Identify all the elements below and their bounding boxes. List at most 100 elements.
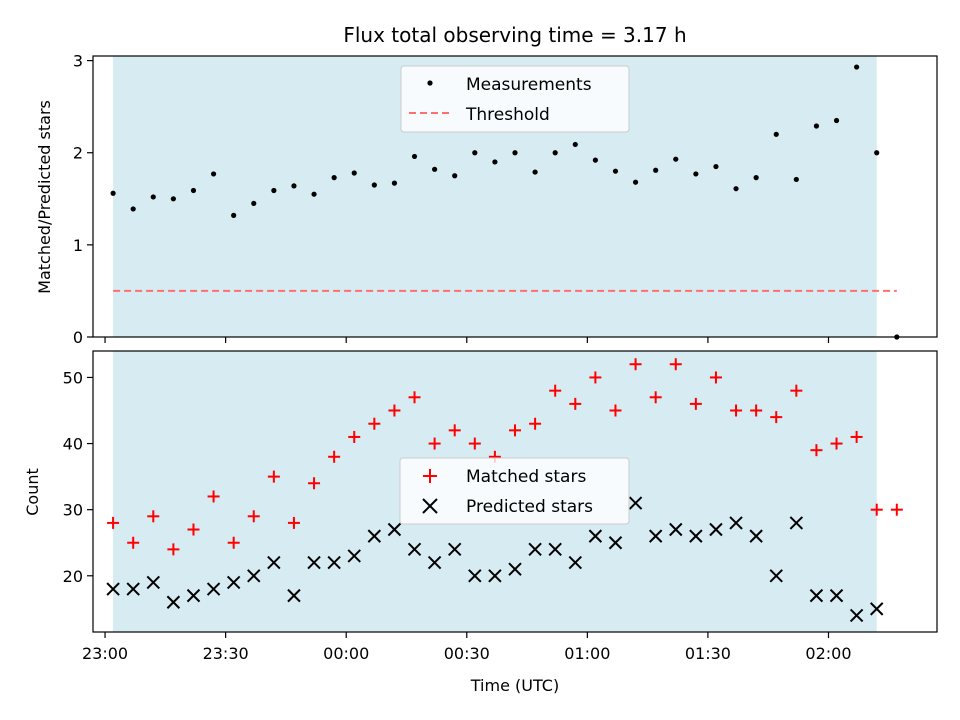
matched-star-point: [267, 470, 280, 483]
matched-star-point: [850, 430, 863, 443]
predicted-star-point: [247, 569, 261, 583]
measurement-point: [170, 196, 176, 202]
measurement-point: [271, 187, 277, 194]
measurement-point: [813, 123, 820, 129]
top-y-axis-label: Matched/Predicted stars: [35, 100, 54, 294]
measurement-point: [512, 150, 518, 156]
measurement-point: [472, 150, 478, 156]
matched-star-point: [348, 430, 361, 443]
predicted-star-point: [407, 542, 422, 557]
predicted-star-point: [287, 588, 301, 603]
predicted-star-point: [809, 588, 824, 603]
predicted-star-point: [267, 555, 281, 570]
matched-star-point: [770, 411, 783, 424]
bottom-legend-box: [399, 457, 630, 525]
measurement-point: [552, 150, 558, 156]
x-tick-label: 00:30: [444, 644, 490, 663]
matched-star-point: [509, 424, 521, 437]
legend-predicted-marker: [422, 498, 438, 514]
measurement-point: [110, 190, 116, 196]
x-tick-label: 23:30: [203, 644, 249, 663]
matched-star-point: [328, 450, 341, 463]
matched-star-point: [810, 444, 823, 457]
measurement-point: [612, 168, 619, 174]
bottom-axes-frame: [92, 350, 938, 633]
top-y-tick-label: 1: [73, 236, 83, 255]
top-y-tick-label: 3: [73, 52, 83, 71]
matched-star-point: [107, 516, 120, 529]
predicted-star-point: [628, 496, 643, 510]
matched-star-point: [629, 358, 642, 371]
predicted-star-point: [488, 569, 502, 583]
measurement-point: [291, 183, 297, 189]
matched-star-point: [870, 503, 883, 516]
bottom-legend: Matched stars Predicted stars: [399, 457, 630, 525]
predicted-star-point: [849, 608, 864, 623]
x-tick-label: 00:00: [323, 644, 369, 663]
measurement-point: [371, 182, 377, 188]
predicted-star-point: [689, 529, 703, 543]
top-y-tick-label: 0: [73, 328, 83, 347]
measurement-point: [874, 150, 880, 156]
matched-star-point: [890, 503, 903, 516]
predicted-star-point: [226, 575, 241, 590]
legend-predicted-label: Predicted stars: [466, 497, 593, 517]
predicted-star-point: [448, 542, 462, 557]
matched-star-point: [549, 384, 562, 397]
legend-measurement-marker: [427, 80, 433, 86]
x-tick-label: 01:00: [564, 644, 610, 663]
measurement-point: [130, 206, 136, 212]
predicted-star-point: [709, 522, 723, 537]
measurement-point: [572, 141, 578, 148]
predicted-star-point: [307, 555, 321, 570]
matched-star-point: [830, 437, 843, 450]
predicted-star-point: [166, 595, 181, 609]
measurement-point: [773, 131, 779, 137]
matched-star-point: [167, 543, 180, 556]
predicted-star-point: [769, 569, 783, 583]
matched-star-point: [569, 397, 582, 410]
predicted-star-point: [347, 549, 361, 563]
matched-star-point: [649, 391, 662, 404]
predicted-star-point: [367, 529, 382, 543]
measurement-point: [854, 64, 860, 70]
measurement-point: [713, 163, 719, 170]
bottom-y-tick-label: 40: [63, 435, 83, 454]
top-legend-box: [400, 65, 630, 133]
measurement-point: [592, 157, 598, 163]
matched-star-point: [669, 358, 682, 371]
matched-star-point: [428, 437, 441, 450]
measurement-point: [150, 194, 156, 200]
count-panel: 20 30 40 50 23:00 23:30 00:00 00:30 01:00 01:30 02…: [63, 350, 938, 663]
measurement-point: [231, 212, 237, 218]
matched-star-point: [689, 397, 702, 410]
predicted-star-point: [508, 562, 522, 576]
measurement-point: [452, 173, 458, 179]
measurement-point: [190, 187, 197, 194]
matched-star-point: [308, 477, 321, 490]
bottom-y-axis-label: Count: [23, 468, 42, 516]
x-tick-label: 02:00: [805, 644, 851, 663]
predicted-star-point: [729, 516, 743, 530]
predicted-star-point: [568, 555, 582, 570]
measurement-point: [693, 171, 699, 177]
top-axes-frame: [92, 55, 938, 338]
predicted-star-point: [468, 569, 482, 583]
x-axis-label: Time (UTC): [470, 676, 559, 695]
legend-threshold-label: Threshold: [465, 105, 550, 125]
measurement-point: [432, 166, 438, 172]
matched-star-point: [730, 404, 743, 417]
predicted-star-point: [648, 529, 663, 543]
measurement-point: [251, 200, 257, 207]
x-tick-label: 23:00: [82, 644, 128, 663]
chart-title: Flux total observing time = 3.17 h: [343, 23, 686, 47]
measurement-point: [210, 171, 217, 177]
matched-star-point: [448, 424, 461, 437]
matched-star-point: [127, 536, 140, 549]
measurement-point: [391, 180, 398, 186]
measurement-point: [632, 179, 639, 185]
matched-star-point: [468, 437, 481, 450]
predicted-star-point: [146, 575, 160, 590]
predicted-star-point: [749, 529, 763, 543]
measurement-point: [311, 191, 317, 197]
